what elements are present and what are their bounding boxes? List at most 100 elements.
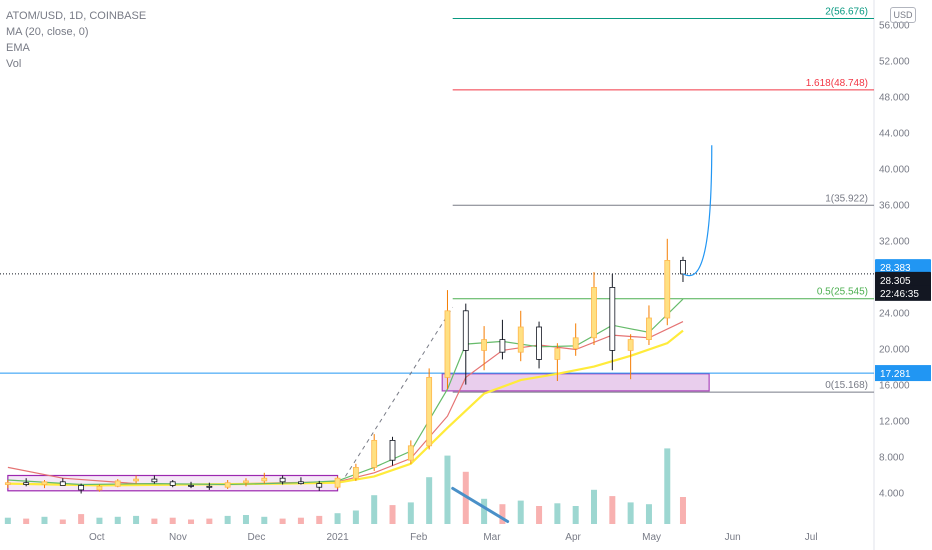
- candle-body[interactable]: [536, 326, 542, 360]
- volume-bar: [664, 448, 671, 524]
- candle-body[interactable]: [261, 477, 268, 482]
- y-tick-label: 4.000: [879, 489, 904, 500]
- candle-body[interactable]: [444, 310, 451, 378]
- x-tick-label: Dec: [248, 532, 266, 543]
- countdown-label: 22:46:35: [880, 289, 919, 300]
- candle-body[interactable]: [481, 339, 488, 351]
- candle-body[interactable]: [627, 339, 634, 351]
- volume-bar: [114, 516, 121, 524]
- volume-bar: [151, 518, 158, 524]
- candle-body[interactable]: [224, 482, 231, 488]
- horizontal-line-badge: [875, 365, 931, 382]
- indicator-ema[interactable]: EMA: [6, 42, 30, 54]
- candle-body[interactable]: [23, 482, 30, 485]
- candle-body[interactable]: [517, 326, 524, 353]
- volume-bar: [261, 516, 268, 524]
- x-tick-label: Oct: [89, 532, 105, 543]
- volume-bar: [499, 504, 506, 524]
- volume-bar: [169, 517, 176, 524]
- candle-body[interactable]: [680, 259, 686, 275]
- volume-bar: [572, 506, 579, 524]
- y-tick-label: 8.000: [879, 453, 904, 464]
- candle-body[interactable]: [59, 481, 66, 486]
- volume-bar: [4, 517, 11, 524]
- currency-button[interactable]: USD: [890, 7, 916, 23]
- volume-bar: [481, 498, 488, 524]
- candle-body[interactable]: [462, 310, 469, 351]
- x-tick-label: Jun: [725, 532, 741, 543]
- x-tick-label: Nov: [169, 532, 187, 543]
- candle-body[interactable]: [646, 317, 652, 341]
- y-tick-label: 16.000: [879, 381, 910, 392]
- indicator-vol[interactable]: Vol: [6, 58, 22, 70]
- candle-body[interactable]: [41, 481, 48, 485]
- candle-body[interactable]: [4, 482, 11, 485]
- fib-level-label: 0(15.168): [825, 380, 868, 391]
- candle-body[interactable]: [133, 478, 139, 482]
- price-badge: [875, 271, 931, 288]
- candle-body[interactable]: [554, 348, 561, 360]
- volume-bar: [389, 505, 396, 524]
- volume-bar: [78, 514, 85, 524]
- volume-bar: [96, 517, 103, 524]
- price-badge-label: 28.305: [880, 276, 911, 287]
- price-badge: [875, 259, 931, 276]
- x-tick-label: Feb: [410, 532, 428, 543]
- candle-body[interactable]: [591, 286, 597, 339]
- volume-bar: [188, 519, 195, 524]
- projection-curve[interactable]: [682, 145, 713, 277]
- candle-body[interactable]: [664, 259, 671, 319]
- candle-body[interactable]: [426, 376, 433, 447]
- volume-bar: [352, 510, 359, 524]
- candle-body[interactable]: [96, 485, 103, 491]
- candle-body[interactable]: [352, 466, 359, 479]
- ema-slow-line: [7, 329, 684, 487]
- fib-level-label: 1.618(48.748): [806, 78, 868, 89]
- volume-bar: [41, 516, 48, 524]
- volume-bar: [609, 496, 616, 524]
- x-tick-label: Apr: [565, 532, 581, 543]
- y-tick-label: 12.000: [879, 417, 910, 428]
- candle-body[interactable]: [298, 481, 304, 484]
- candle-body[interactable]: [279, 477, 286, 483]
- x-tick-label: 2021: [326, 532, 349, 543]
- indicator-ma[interactable]: MA (20, close, 0): [6, 26, 89, 38]
- candle-body[interactable]: [572, 337, 579, 349]
- volume-trend-arrow[interactable]: [451, 486, 510, 523]
- candle-body[interactable]: [206, 485, 213, 488]
- volume-bar: [407, 502, 414, 524]
- volume-bar: [517, 500, 524, 524]
- candle-body[interactable]: [243, 480, 249, 484]
- candle-body[interactable]: [334, 477, 341, 488]
- x-tick-label: Mar: [483, 532, 501, 543]
- candle-body[interactable]: [371, 439, 378, 468]
- x-tick-label: Jul: [805, 532, 818, 543]
- chart-legend: ATOM/USD, 1D, COINBASE MA (20, close, 0)…: [6, 8, 146, 72]
- volume-bar: [371, 495, 378, 524]
- candle-body[interactable]: [389, 439, 396, 461]
- fib-level-label: 0.5(25.545): [817, 287, 868, 298]
- volume-bar: [591, 489, 598, 524]
- horizontal-line-badge-label: 17.281: [880, 369, 911, 380]
- candle-body[interactable]: [316, 483, 323, 488]
- candle-body[interactable]: [78, 484, 85, 491]
- candle-body[interactable]: [499, 339, 506, 353]
- y-tick-label: 44.000: [879, 129, 910, 140]
- volume-bar: [297, 517, 304, 524]
- candle-body[interactable]: [114, 480, 121, 487]
- candle-body[interactable]: [188, 484, 194, 487]
- price-badge-label: 28.383: [880, 263, 911, 274]
- symbol-title[interactable]: ATOM/USD, 1D, COINBASE: [6, 10, 147, 22]
- volume-bar: [536, 506, 543, 524]
- dashed-trend-line[interactable]: [344, 306, 454, 477]
- volume-bar: [59, 519, 66, 524]
- candle-body[interactable]: [151, 478, 158, 483]
- candle-body[interactable]: [407, 445, 414, 461]
- candle-body[interactable]: [169, 481, 176, 486]
- volume-bar: [645, 504, 652, 524]
- zone-box[interactable]: [441, 373, 710, 392]
- volume-bar: [334, 513, 341, 524]
- candle-body[interactable]: [609, 286, 616, 351]
- fib-level-label: 2(56.676): [825, 7, 868, 18]
